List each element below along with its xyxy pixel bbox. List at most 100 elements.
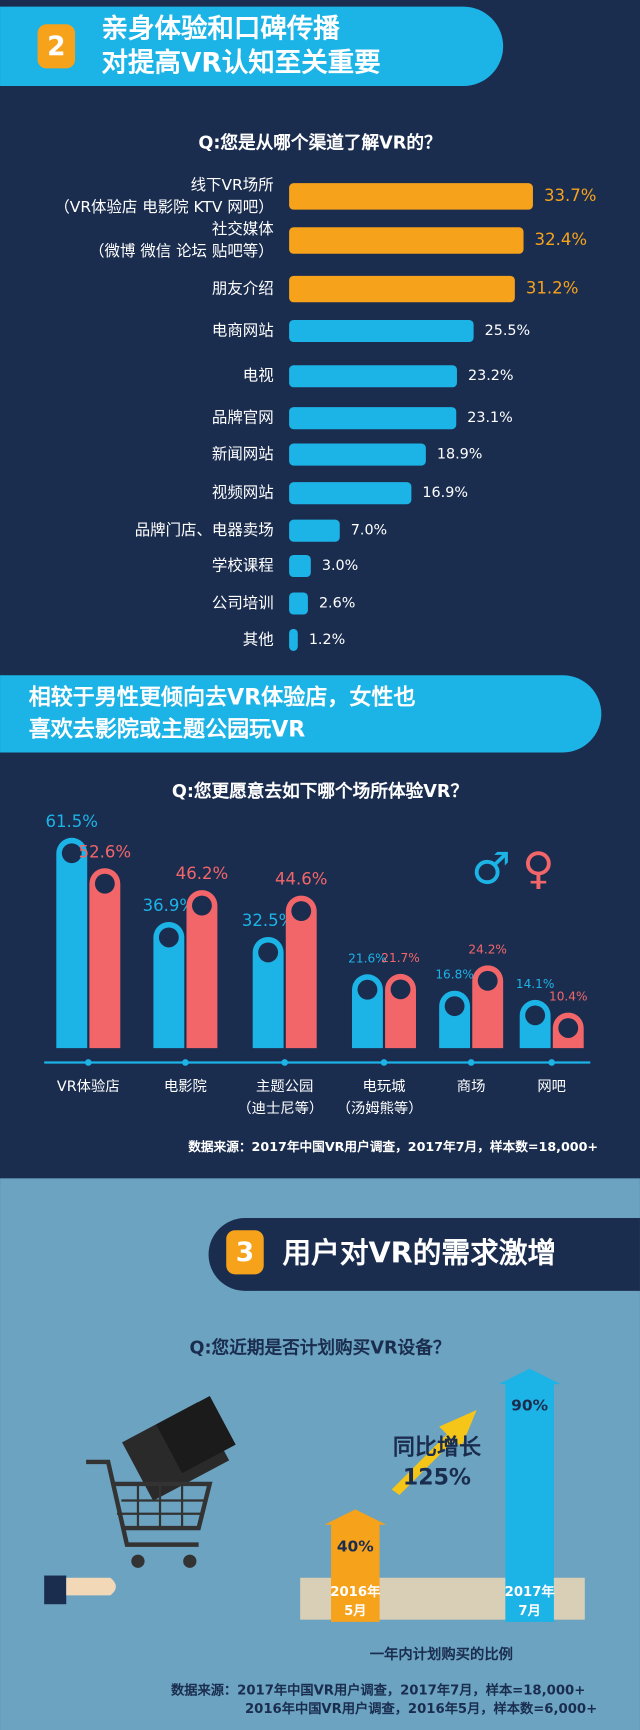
bar-cap	[390, 979, 411, 1000]
category-label: 品牌门店、电器卖场	[135, 521, 274, 539]
annotation: 同比增长	[393, 1435, 482, 1461]
category-label: 电影院	[164, 1078, 207, 1095]
x-label: 一年内计划购买的比例	[370, 1645, 513, 1663]
category-label: 品牌官网	[212, 409, 274, 427]
section-number: 2	[47, 31, 65, 62]
section-banner	[0, 6, 504, 87]
annotation: 125%	[403, 1465, 471, 1490]
x-tick	[467, 1059, 475, 1066]
source: 2016年中国VR用户调查，2016年5月，样本数=6,000+	[245, 1700, 597, 1717]
value-label: 61.5%	[45, 812, 98, 831]
value-label: 21.7%	[381, 951, 420, 965]
category-label: 其他	[243, 630, 274, 648]
section-number: 3	[236, 1237, 254, 1268]
bar-cap	[258, 942, 279, 963]
value-label: 40%	[337, 1537, 374, 1555]
x-tick	[380, 1059, 388, 1066]
value-label: 7.0%	[351, 523, 387, 539]
value-label: 23.2%	[468, 368, 514, 384]
bar	[289, 554, 311, 578]
bar-cap	[525, 1005, 546, 1026]
category-label: VR体验店	[57, 1078, 120, 1095]
source: 数据来源：2017年中国VR用户调查，2017年7月，样本数=18,000+	[188, 1139, 598, 1154]
value-label: 2.6%	[319, 596, 355, 612]
category-label: （VR体验店 电影院 KTV 网吧）	[54, 197, 273, 216]
category-label: 5月	[344, 1603, 366, 1619]
category-label: （汤姆熊等）	[337, 1099, 423, 1117]
subheading-banner	[0, 675, 602, 753]
value-label: 32.4%	[535, 230, 588, 249]
section-badge	[226, 1230, 264, 1275]
bar	[186, 890, 218, 1049]
category-label: 新闻网站	[212, 445, 274, 463]
bar-cap	[158, 927, 179, 948]
category-label: 商场	[457, 1078, 486, 1095]
growth-arrow	[391, 1410, 477, 1495]
category-label: 2017年	[505, 1583, 555, 1600]
bar-cap	[61, 843, 82, 864]
value-label: 46.2%	[176, 864, 229, 883]
bar	[56, 837, 88, 1049]
value-label: 10.4%	[549, 990, 588, 1004]
source: 数据来源：2017年中国VR用户调查，2017年7月，样本=18,000+	[171, 1681, 585, 1698]
section-banner	[208, 1218, 640, 1291]
category-label: 电玩城	[362, 1078, 405, 1095]
x-tick	[281, 1059, 289, 1066]
category-label: 线下VR场所	[191, 176, 274, 194]
subheading: 相较于男性更倾向去VR体验店，女性也	[29, 684, 416, 710]
value-label: 23.1%	[467, 410, 513, 426]
section-title: 用户对VR的需求激增	[282, 1235, 556, 1269]
value-label: 1.2%	[309, 632, 345, 648]
bar-cap	[558, 1018, 579, 1038]
bar	[285, 895, 317, 1049]
subheading: 喜欢去影院或主题公园玩VR	[29, 716, 306, 742]
value-label: 90%	[511, 1397, 548, 1415]
category-label: 主题公园	[256, 1078, 313, 1095]
value-label: 52.6%	[79, 842, 132, 861]
chart-title: Q:您是从哪个渠道了解VR的？	[198, 131, 441, 153]
value-label: 24.2%	[468, 942, 507, 956]
value-label: 32.5%	[242, 911, 295, 930]
bar-cap	[291, 901, 312, 921]
bar	[289, 519, 340, 542]
category-label: 学校课程	[212, 557, 274, 575]
section-title: 对提高VR认知至关重要	[102, 47, 381, 78]
value-label: 36.9%	[143, 896, 196, 915]
category-label: （微博 微信 论坛 贴吧等）	[89, 242, 274, 260]
section-badge	[37, 24, 76, 69]
category-label: 电商网站	[212, 321, 274, 339]
x-tick	[182, 1059, 189, 1066]
value-label: 16.9%	[422, 485, 468, 501]
bar	[289, 407, 457, 430]
bar-cap	[477, 970, 498, 991]
bar	[289, 183, 533, 210]
x-tick	[548, 1059, 556, 1066]
legend-symbol: ♀	[522, 844, 554, 895]
value-label: 16.8%	[435, 968, 474, 982]
section-title: 亲身体验和口碑传播	[102, 13, 341, 44]
bar	[252, 936, 284, 1049]
category-label: 网吧	[537, 1079, 566, 1095]
bar	[289, 275, 515, 303]
bar-cap	[192, 895, 212, 916]
value-label: 18.9%	[437, 447, 483, 463]
category-label: 视频网站	[212, 484, 274, 502]
category-label: 社交媒体	[212, 220, 274, 238]
legend-symbol: ♂	[471, 844, 511, 895]
category-label: 公司培训	[212, 594, 274, 612]
value-label: 25.5%	[485, 323, 531, 339]
bar-cap	[357, 979, 378, 1000]
value-label: 44.6%	[275, 870, 328, 889]
category-label: 电视	[243, 367, 274, 385]
category-label: 7月	[518, 1603, 540, 1619]
bar	[289, 592, 308, 615]
chart-title: Q:您更愿意去如下哪个场所体验VR？	[172, 780, 468, 802]
value-label: 21.6%	[348, 951, 387, 965]
cart-illustration	[44, 1395, 236, 1605]
bar	[289, 628, 298, 651]
category-label: 朋友介绍	[212, 280, 274, 298]
value-label: 3.0%	[322, 558, 358, 574]
bar	[153, 921, 185, 1049]
